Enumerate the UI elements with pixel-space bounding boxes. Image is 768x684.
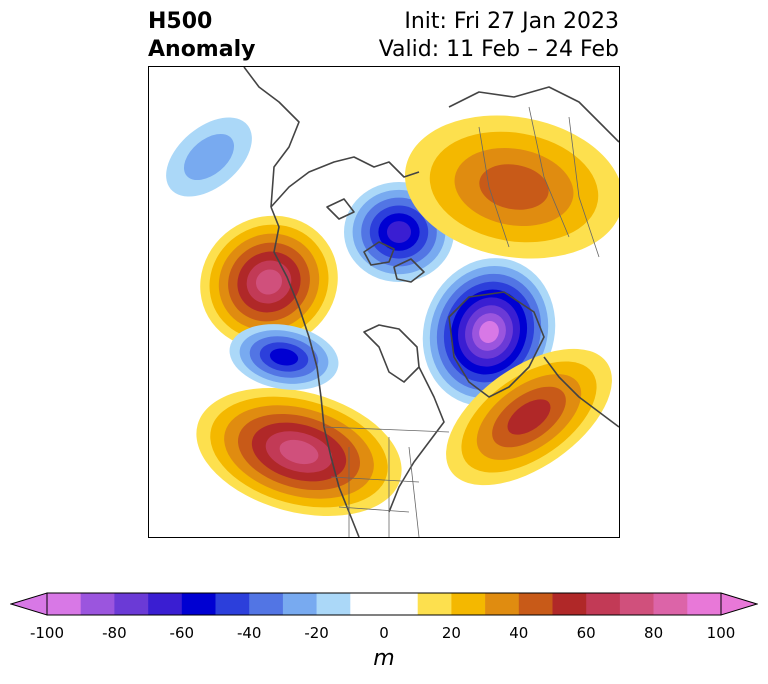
anomaly-fields: [166, 115, 619, 517]
colorbar-cell: [80, 593, 115, 615]
colorbar-unit: m: [373, 646, 395, 671]
colorbar-cell: [215, 593, 250, 615]
colorbar-cell: [552, 593, 587, 615]
colorbar-cell: [316, 593, 351, 615]
map-canvas: [166, 67, 619, 537]
colorbar-cell: [249, 593, 284, 615]
colorbar-tick-label: 100: [706, 624, 736, 642]
borders: [323, 106, 600, 537]
siberian-ridge-anomaly: [404, 115, 619, 259]
colorbar-tick-label: -80: [102, 624, 127, 642]
title-line1: H500: [148, 9, 213, 34]
colorbar-cell: [47, 593, 81, 615]
colorbar-cell: [619, 593, 654, 615]
colorbar-tick-label: -40: [236, 624, 262, 642]
colorbar-outline: [46, 592, 722, 616]
valid-range: Valid: 11 Feb – 24 Feb: [378, 37, 619, 62]
western-us-ridge-anomaly: [196, 387, 402, 517]
colorbar-cell: [687, 593, 722, 615]
colorbar-tick-label: 0: [379, 624, 389, 642]
arctic-low-contour: [386, 221, 412, 243]
coastlines: [243, 67, 619, 537]
colorbar-cell: [350, 593, 385, 615]
colorbar-tick-label: -20: [304, 624, 329, 642]
colorbar-tick-label: -100: [29, 624, 65, 642]
pacific-trough-contour: [269, 348, 299, 366]
colorbar-tick-label: 80: [644, 624, 664, 642]
title-line2: Anomaly: [148, 37, 256, 62]
colorbar-cell: [586, 593, 621, 615]
atlantic-trough-contour: [479, 320, 499, 344]
colorbar-extend-min: [10, 592, 48, 616]
colorbar-cell: [653, 593, 688, 615]
colorbar-cell: [417, 593, 452, 615]
colorbar-cell: [282, 593, 317, 615]
colorbar: [10, 592, 758, 616]
colorbar-tick-label: -60: [169, 624, 195, 642]
pacific-ridge-anomaly: [200, 215, 338, 349]
anomaly-map: [148, 66, 620, 538]
map-title: H500 Anomaly: [148, 8, 255, 64]
colorbar-cell: [384, 593, 418, 615]
colorbar-cell: [518, 593, 553, 615]
colorbar-tick-label: 20: [441, 624, 461, 642]
colorbar-tick-label: 60: [576, 624, 596, 642]
east-atlantic-ridge-contour: [507, 399, 551, 435]
colorbar-cell: [451, 593, 486, 615]
pacific-trough-anomaly: [229, 324, 339, 390]
colorbar-cell: [485, 593, 520, 615]
colorbar-extend-max: [720, 592, 758, 616]
pacific-ridge-contour: [255, 269, 283, 295]
east-atlantic-ridge-anomaly: [446, 348, 612, 486]
init-date: Init: Fri 27 Jan 2023: [404, 9, 619, 34]
map-subtitle: Init: Fri 27 Jan 2023 Valid: 11 Feb – 24…: [379, 8, 619, 64]
colorbar-cell: [114, 593, 149, 615]
colorbar-cell: [148, 593, 183, 615]
bering-trough-contour: [183, 133, 235, 181]
bering-trough-anomaly: [166, 117, 252, 197]
western-us-ridge-contour: [279, 439, 319, 465]
siberian-ridge-contour: [479, 164, 549, 210]
colorbar-tick-label: 40: [509, 624, 529, 642]
colorbar-cell: [181, 593, 216, 615]
